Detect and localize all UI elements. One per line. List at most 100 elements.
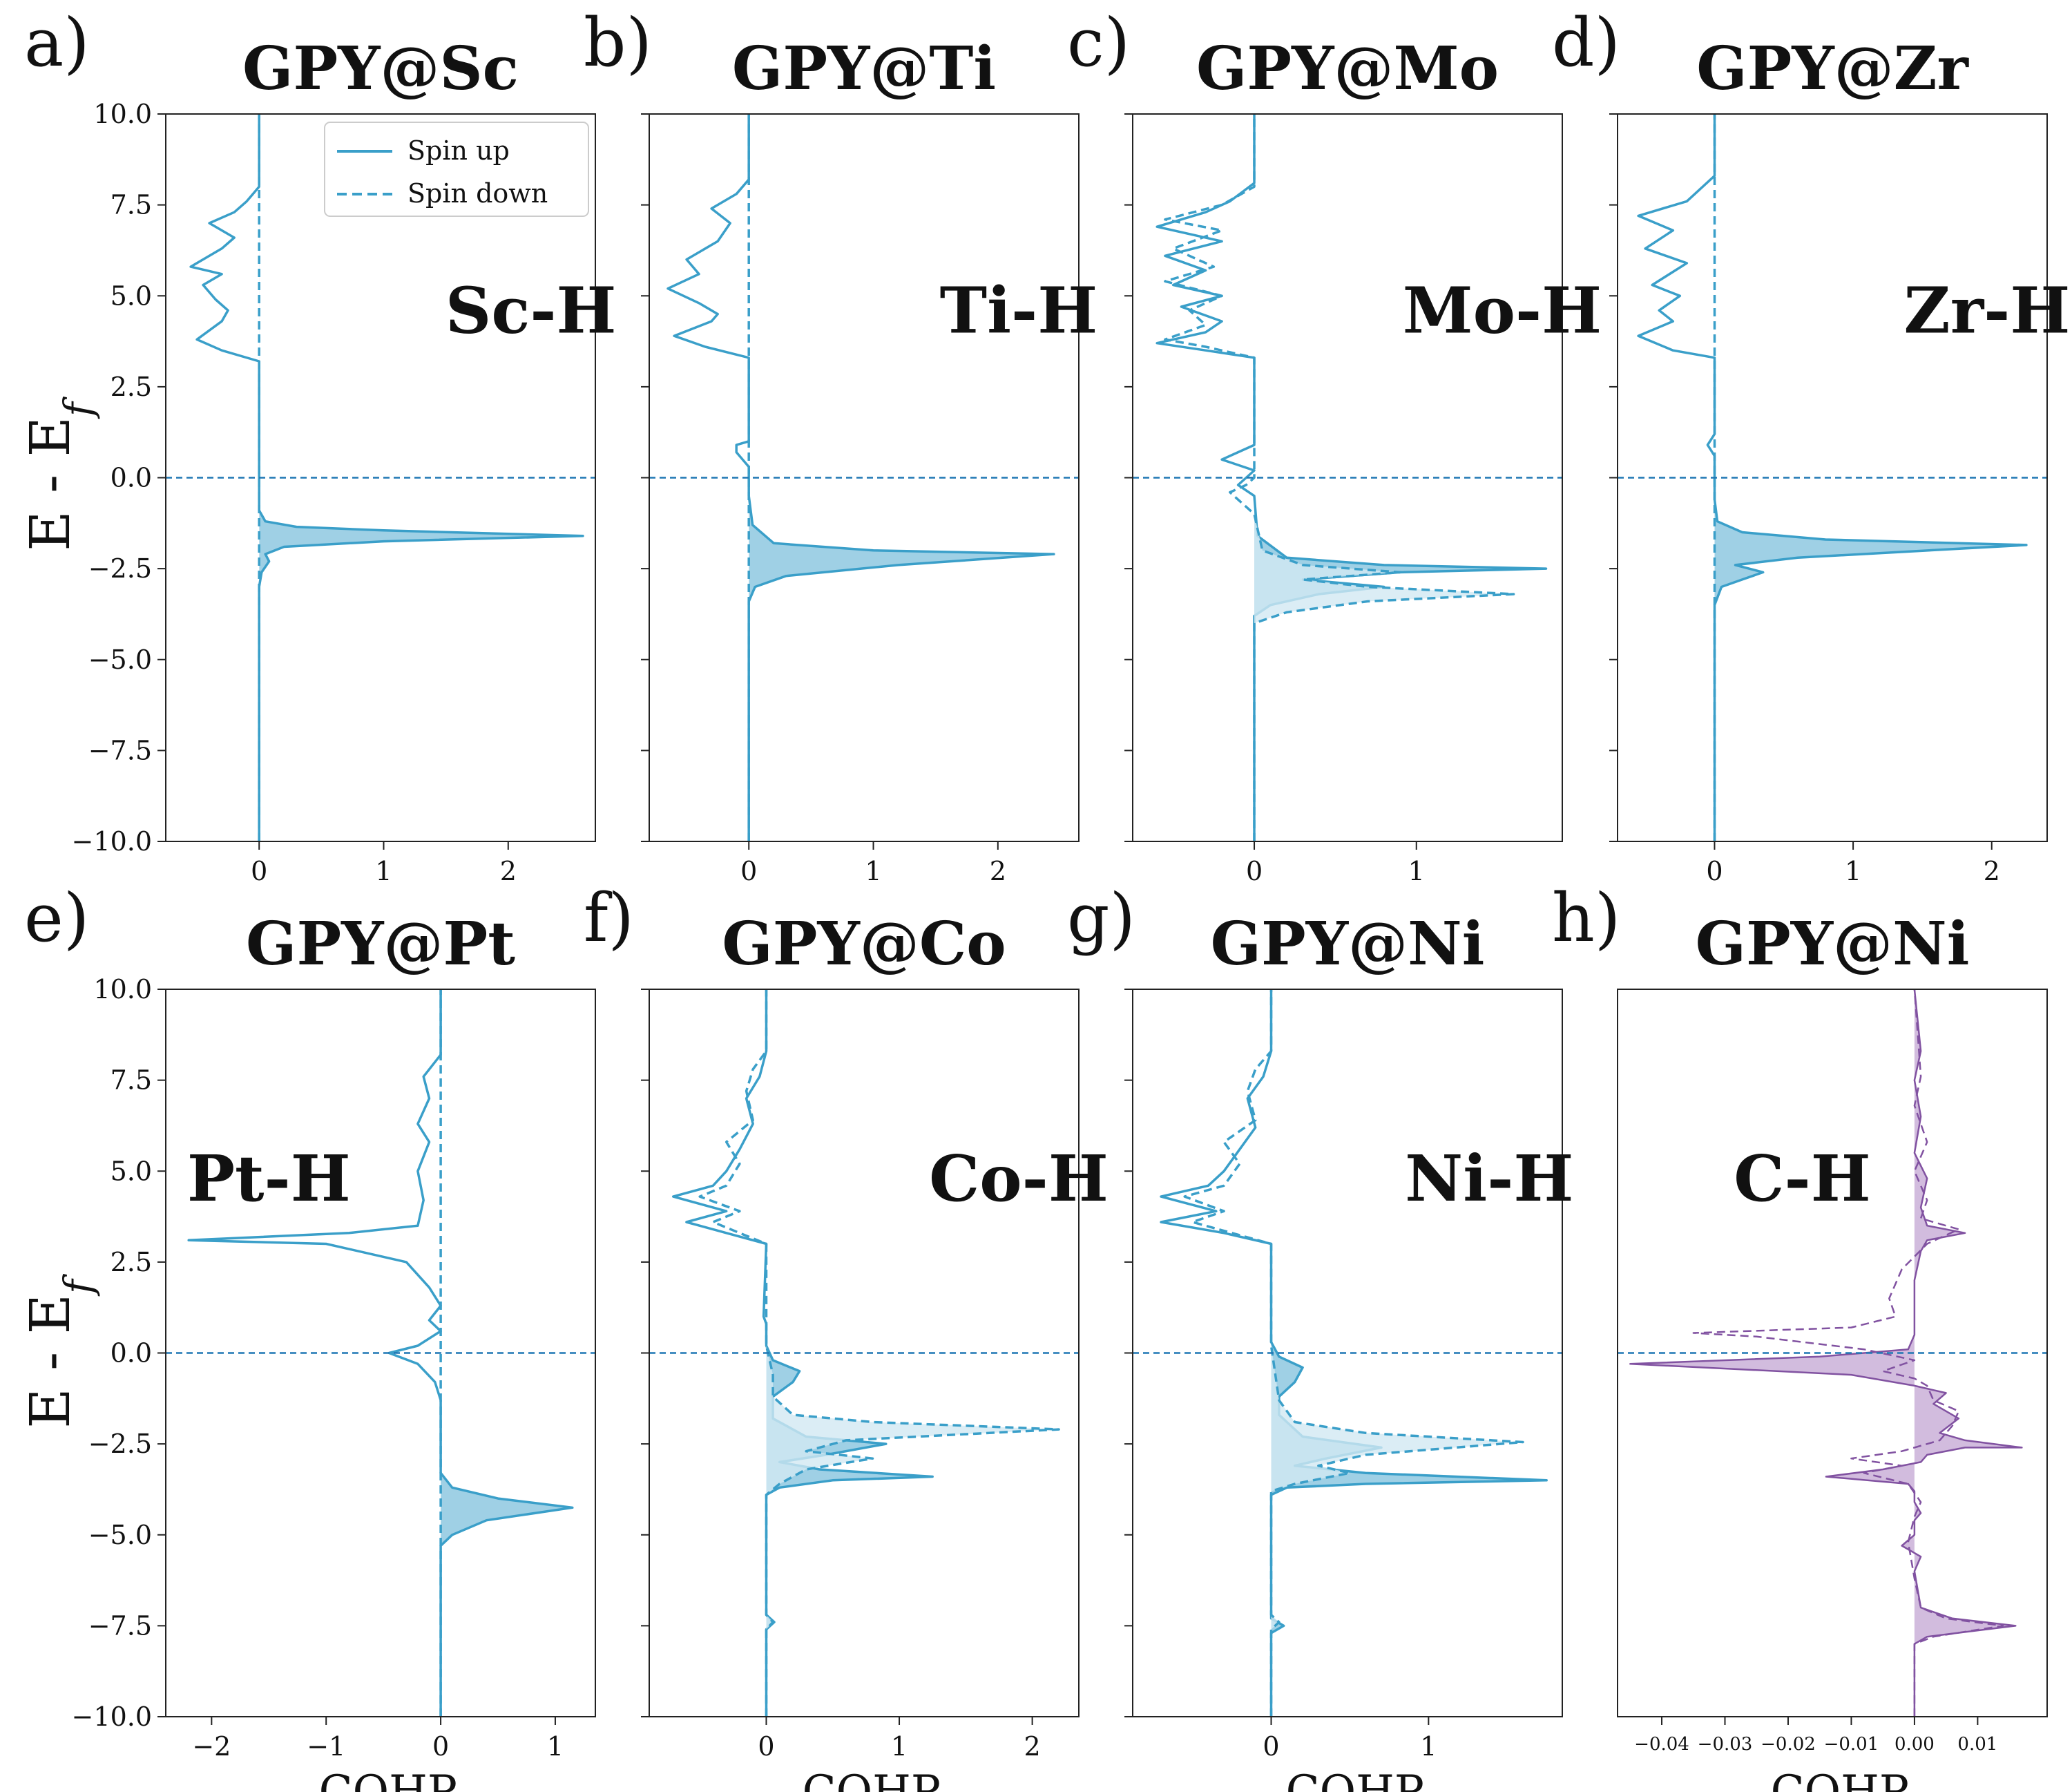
panel-letter: b) bbox=[584, 4, 652, 82]
plot-area bbox=[1133, 114, 1562, 841]
series-line-up bbox=[189, 114, 584, 841]
y-tick-label: 0.0 bbox=[111, 1338, 152, 1369]
y-tick-label: −7.5 bbox=[88, 1610, 152, 1641]
series-line-up bbox=[187, 989, 574, 1717]
panel-letter: a) bbox=[24, 4, 90, 82]
x-tick-label: 1 bbox=[1408, 856, 1425, 886]
series-line-down bbox=[1164, 114, 1515, 841]
x-tick-label: −1 bbox=[307, 1731, 345, 1762]
panel-title: GPY@Zr bbox=[1696, 34, 1969, 104]
bond-label: Ti-H bbox=[940, 273, 1098, 347]
panel-letter: h) bbox=[1552, 879, 1620, 957]
panel-title: GPY@Mo bbox=[1196, 34, 1499, 104]
x-tick-label: 0 bbox=[1706, 856, 1723, 886]
panel-a: −10.0 −7.5 −5.0 −2.5 0.0 2.5 5.0 7.5 10.0 0 1 2 a) GP… bbox=[24, 4, 616, 886]
x-tick-label: 2 bbox=[1024, 1731, 1041, 1762]
panel-h: −0.04 −0.03 −0.02 −0.01 0.00 0.01 h) GPY@Ni C-H -… bbox=[1552, 879, 2048, 1792]
bond-label: Pt-H bbox=[187, 1141, 351, 1216]
y-tick-label: −10.0 bbox=[72, 826, 152, 857]
y-axis-label-bottom: E - Ef bbox=[18, 1273, 102, 1429]
series-fill-up bbox=[1714, 114, 2026, 841]
x-axis-label: -COHP bbox=[1271, 1766, 1424, 1792]
x-tick-label: 1 bbox=[1845, 856, 1861, 886]
y-tick-label: −5.0 bbox=[88, 1520, 152, 1550]
bond-label: Ni-H bbox=[1405, 1141, 1573, 1216]
y-tick-label: 5.0 bbox=[111, 280, 152, 311]
series-fill-up bbox=[441, 989, 573, 1717]
bond-label: Zr-H bbox=[1904, 273, 2071, 347]
bond-label: C-H bbox=[1734, 1141, 1870, 1216]
y-tick-label: 2.5 bbox=[111, 372, 152, 402]
bond-label: Sc-H bbox=[445, 273, 617, 347]
x-tick-label: −0.03 bbox=[1698, 1734, 1753, 1755]
series-line-down bbox=[698, 989, 1060, 1717]
panel-title: GPY@Ti bbox=[732, 34, 996, 104]
series-line-up bbox=[1637, 114, 2028, 841]
plot-area bbox=[649, 114, 1079, 841]
panel-d: 0 1 2 d) GPY@Zr Zr-H bbox=[1552, 4, 2070, 886]
panel-letter: f) bbox=[584, 879, 634, 957]
series-fill-up bbox=[749, 496, 1054, 602]
x-tick-label: 1 bbox=[547, 1731, 564, 1762]
series-line-up bbox=[1629, 989, 2023, 1717]
axes-frame bbox=[1617, 989, 2048, 1717]
legend-label-down: Spin down bbox=[407, 178, 548, 209]
y-tick-label: 2.5 bbox=[111, 1247, 152, 1277]
panel-title: GPY@Ni bbox=[1696, 909, 1970, 979]
series-line-up bbox=[666, 114, 1055, 841]
series-line-up bbox=[671, 989, 934, 1717]
x-tick-label: 2 bbox=[990, 856, 1006, 886]
panel-title: GPY@Ni bbox=[1211, 909, 1485, 979]
x-tick-label: 2 bbox=[1984, 856, 2000, 886]
panel-letter: d) bbox=[1552, 4, 1620, 82]
plot-area bbox=[649, 989, 1079, 1717]
plot-area bbox=[1618, 989, 2047, 1717]
y-tick-label: −10.0 bbox=[72, 1702, 152, 1732]
legend-label-up: Spin up bbox=[407, 135, 510, 166]
x-axis-label: -COHP bbox=[787, 1766, 941, 1792]
y-tick-label: 0.0 bbox=[111, 463, 152, 493]
x-tick-label: −0.01 bbox=[1824, 1734, 1879, 1755]
y-tick-label: −7.5 bbox=[88, 735, 152, 765]
panel-e: −10.0 −7.5 −5.0 −2.5 0.0 2.5 5.0 7.5 10.0 −2 −1 0 1 e… bbox=[24, 879, 596, 1792]
panel-letter: g) bbox=[1067, 879, 1135, 957]
panel-g: 0 1 g) GPY@Ni Ni-H -COHP bbox=[1067, 879, 1573, 1792]
panel-c: 0 1 c) GPY@Mo Mo-H bbox=[1067, 4, 1602, 886]
y-tick-label: 7.5 bbox=[111, 190, 152, 220]
panel-f: 0 1 2 f) GPY@Co Co-H -COHP bbox=[584, 879, 1109, 1792]
x-tick-label: 2 bbox=[500, 856, 517, 886]
series-fill-down bbox=[1254, 514, 1514, 624]
series-line-down bbox=[1692, 989, 2004, 1717]
bond-label: Mo-H bbox=[1403, 273, 1602, 347]
x-tick-label: 0 bbox=[432, 1731, 449, 1762]
y-tick-label: −5.0 bbox=[88, 645, 152, 675]
y-axis-label-top: E - Ef bbox=[18, 396, 102, 551]
series-line-up bbox=[1160, 989, 1548, 1717]
x-tick-label: 1 bbox=[375, 856, 392, 886]
panel-title: GPY@Sc bbox=[242, 34, 519, 104]
x-tick-label: 0 bbox=[1246, 856, 1263, 886]
y-tick-label: 5.0 bbox=[111, 1156, 152, 1186]
x-axis-label: -COHP bbox=[304, 1766, 457, 1792]
plot-area bbox=[1133, 989, 1562, 1717]
x-tick-label: 0 bbox=[1263, 1731, 1279, 1762]
x-tick-label: 0 bbox=[251, 856, 267, 886]
bond-label: Co-H bbox=[929, 1141, 1109, 1216]
x-tick-label: −0.02 bbox=[1761, 1734, 1816, 1755]
panel-title: GPY@Co bbox=[722, 909, 1006, 979]
x-tick-label: 1 bbox=[865, 856, 881, 886]
x-tick-label: 1 bbox=[891, 1731, 908, 1762]
series-line-down bbox=[1183, 989, 1524, 1717]
panel-letter: c) bbox=[1067, 4, 1130, 82]
panel-b: 0 1 2 b) GPY@Ti Ti-H bbox=[584, 4, 1097, 886]
x-tick-label: −2 bbox=[192, 1731, 231, 1762]
x-tick-label: 0 bbox=[758, 1731, 774, 1762]
x-axis-label: -COHP bbox=[1756, 1766, 1909, 1792]
y-tick-label: 10.0 bbox=[93, 99, 152, 129]
panel-letter: e) bbox=[24, 879, 89, 957]
x-tick-label: 0 bbox=[740, 856, 757, 886]
x-tick-label: 0.00 bbox=[1894, 1734, 1935, 1755]
plot-area bbox=[166, 114, 595, 841]
x-tick-label: −0.04 bbox=[1634, 1734, 1689, 1755]
y-tick-label: −2.5 bbox=[88, 1429, 152, 1459]
